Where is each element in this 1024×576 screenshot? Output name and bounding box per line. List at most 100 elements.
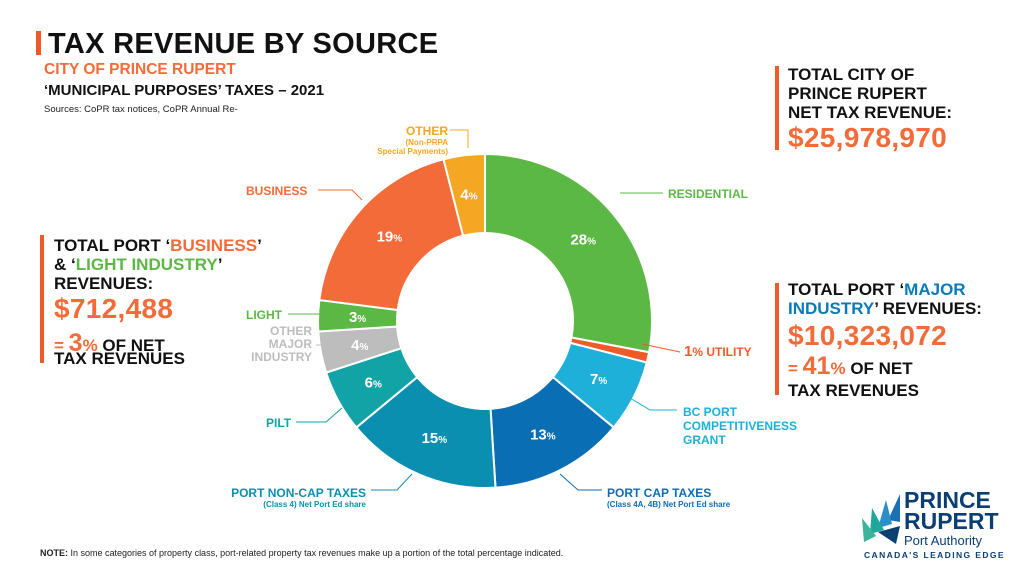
label-omi2: MAJOR bbox=[268, 337, 312, 351]
port-major-pct-prefix: = bbox=[788, 359, 803, 378]
donut-pct-labels: 28% 7% 13% 15% 6% 4% 3% 19% 4% bbox=[349, 187, 607, 448]
label-pilt: PILT bbox=[266, 416, 292, 430]
logo-line2: RUPERT bbox=[904, 508, 999, 534]
port-business-line1a: TOTAL PORT ‘ bbox=[54, 236, 171, 255]
pct-label-pilt: 6% bbox=[365, 374, 382, 391]
label-other-sub1: (Non-PRPA bbox=[405, 138, 448, 147]
port-business-line1b: BUSINESS bbox=[170, 236, 258, 255]
port-major-pct-line: = 41% OF NET bbox=[788, 352, 913, 381]
port-business-value: $712,488 bbox=[54, 293, 174, 324]
chart-title: TAX REVENUE BY SOURCE bbox=[36, 28, 438, 61]
city-total-accent-bar bbox=[775, 66, 779, 150]
label-business: BUSINESS bbox=[246, 184, 308, 198]
port-business-line2a: & ‘ bbox=[54, 255, 76, 274]
leader-lines bbox=[288, 129, 681, 491]
slice-residential bbox=[484, 152, 653, 354]
port-business-pct-num: 3 bbox=[68, 329, 83, 357]
label-bc1: BC PORT bbox=[683, 405, 737, 419]
label-utility-pct: 1 bbox=[684, 343, 693, 360]
label-other: OTHER (Non-PRPA Special Payments) bbox=[368, 124, 448, 156]
city-total-line1b: CITY OF bbox=[847, 65, 915, 84]
leader-non-cap bbox=[371, 473, 413, 491]
port-major-line1b: MAJOR bbox=[904, 280, 966, 299]
leader-cap bbox=[559, 473, 602, 491]
donut-slices bbox=[317, 152, 653, 489]
label-noncap-sub: (Class 4) Net Port Ed share bbox=[263, 500, 366, 509]
port-business-line2c: ’ bbox=[217, 255, 223, 274]
port-business-pct-prefix: = bbox=[54, 336, 69, 355]
label-bc3: GRANT bbox=[683, 433, 726, 447]
slice-business bbox=[318, 158, 465, 312]
label-bc2: COMPETITIVENESS bbox=[683, 419, 798, 433]
pct-label-residential: 28% bbox=[570, 232, 596, 249]
label-utility-text: UTILITY bbox=[703, 345, 752, 359]
port-business-pct-sign: % bbox=[82, 336, 98, 355]
leader-business bbox=[318, 189, 363, 201]
port-business-line2: & ‘LIGHT INDUSTRY’ bbox=[54, 255, 262, 274]
port-major-block: TOTAL PORT ‘MAJOR INDUSTRY’ REVENUES: bbox=[788, 280, 982, 318]
footer-note-bold: NOTE: bbox=[40, 548, 68, 558]
label-other-text: OTHER bbox=[406, 124, 448, 138]
label-residential: RESIDENTIAL bbox=[668, 187, 749, 201]
label-omi3: INDUSTRY bbox=[251, 350, 312, 364]
port-major-line2: INDUSTRY’ REVENUES: bbox=[788, 299, 982, 318]
port-business-line2b: LIGHT INDUSTRY bbox=[75, 255, 218, 274]
port-major-pct-num: 41 bbox=[802, 352, 831, 380]
label-omi1: OTHER bbox=[270, 324, 312, 338]
sources-note: Sources: CoPR tax notices, CoPR Annual R… bbox=[44, 104, 238, 115]
port-major-line2b: ’ REVENUES: bbox=[874, 299, 982, 318]
port-major-line1: TOTAL PORT ‘MAJOR bbox=[788, 280, 982, 299]
port-major-last-line: TAX REVENUES bbox=[788, 381, 919, 400]
label-noncap-text: PORT NON-CAP TAXES bbox=[231, 486, 366, 500]
city-total-line1: TOTAL CITY OF bbox=[788, 65, 952, 84]
port-major-line1a: TOTAL PORT ‘ bbox=[788, 280, 905, 299]
footer-note-text: In some categories of property class, po… bbox=[68, 548, 564, 558]
title-accent-bar bbox=[36, 31, 41, 55]
city-total-line2: PRINCE RUPERT bbox=[788, 84, 927, 103]
pct-label-business: 19% bbox=[377, 229, 403, 246]
logo-line1: PRINCE bbox=[904, 487, 991, 513]
label-cap-text: PORT CAP TAXES bbox=[607, 486, 712, 500]
port-major-line2a: INDUSTRY bbox=[788, 299, 875, 318]
leader-utility bbox=[641, 343, 681, 353]
port-business-accent-bar bbox=[40, 235, 44, 363]
label-cap: PORT CAP TAXES (Class 4A, 4B) Net Port E… bbox=[607, 486, 730, 509]
logo-line3: Port Authority bbox=[904, 533, 983, 548]
port-business-line1c: ’ bbox=[257, 236, 262, 255]
pct-label-bc-port-competitiveness-grant: 7% bbox=[590, 371, 607, 388]
leader-pilt bbox=[296, 407, 343, 423]
pct-label-light: 3% bbox=[349, 309, 366, 326]
label-utility: 1% UTILITY bbox=[684, 343, 752, 360]
title-text: TAX REVENUE BY SOURCE bbox=[48, 28, 439, 60]
label-non-cap: PORT NON-CAP TAXES (Class 4) Net Port Ed… bbox=[206, 486, 366, 509]
footer-note: NOTE: In some categories of property cla… bbox=[40, 548, 563, 558]
port-business-last-line: TAX REVENUES bbox=[54, 349, 185, 368]
label-other-sub2: Special Payments) bbox=[377, 147, 448, 156]
city-total-line1a: TOTAL bbox=[788, 65, 848, 84]
label-other-major-industry: OTHER MAJOR INDUSTRY bbox=[226, 325, 312, 364]
slice-other bbox=[442, 152, 486, 237]
logo-tagline: CANADA'S LEADING EDGE bbox=[864, 550, 1005, 560]
chart-subtitle-2: ‘MUNICIPAL PURPOSES’ TAXES – 2021 bbox=[44, 82, 325, 99]
label-utility-sign: % bbox=[692, 345, 704, 359]
label-cap-sub: (Class 4A, 4B) Net Port Ed share bbox=[607, 500, 731, 509]
port-business-line1: TOTAL PORT ‘BUSINESS’ bbox=[54, 236, 262, 255]
port-authority-logo-icon bbox=[862, 494, 900, 544]
port-major-accent-bar bbox=[775, 283, 779, 395]
port-major-pct-sign: % bbox=[830, 359, 846, 378]
pct-label-other: 4% bbox=[460, 187, 477, 204]
port-major-pct-suffix: OF NET bbox=[845, 359, 913, 378]
city-total-line3: NET TAX REVENUE: bbox=[788, 103, 953, 122]
port-business-pct-line: = 3% OF NET bbox=[54, 329, 165, 358]
pct-label-port-cap-taxes: 13% bbox=[530, 427, 556, 444]
city-total-block: TOTAL CITY OF PRINCE RUPERT NET TAX REVE… bbox=[788, 65, 952, 122]
port-business-block: TOTAL PORT ‘BUSINESS’ & ‘LIGHT INDUSTRY’… bbox=[54, 236, 262, 293]
pct-label-other-major-industry: 4% bbox=[351, 337, 368, 354]
leader-bc-port bbox=[629, 397, 677, 411]
port-business-pct-suffix: OF NET bbox=[97, 336, 165, 355]
label-bc-port: BC PORT COMPETITIVENESS GRANT bbox=[683, 405, 797, 447]
label-light: LIGHT bbox=[246, 308, 282, 322]
port-major-value: $10,323,072 bbox=[788, 320, 948, 351]
chart-subtitle: CITY OF PRINCE RUPERT bbox=[44, 61, 236, 78]
